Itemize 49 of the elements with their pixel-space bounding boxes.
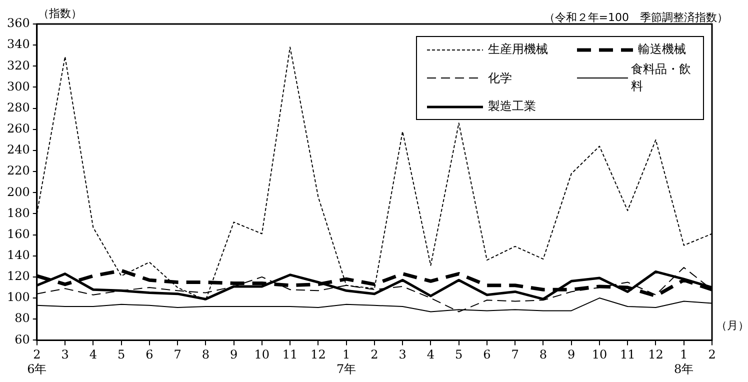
y-tick-label: 280 (7, 100, 30, 114)
x-tick-label: 9 (230, 348, 238, 362)
legend-label: 生産用機械 (488, 41, 548, 58)
x-tick-label: 1 7年 (336, 348, 356, 376)
y-tick-label: 360 (7, 16, 30, 30)
x-tick-label: 10 (592, 348, 608, 362)
y-axis-title: （指数） (38, 6, 82, 21)
y-tick-label: 220 (7, 164, 30, 178)
x-tick-label: 8 (539, 348, 548, 362)
x-axis-title: （月） (716, 318, 748, 333)
y-tick-label: 200 (7, 184, 30, 199)
x-tick-label: 4 (426, 348, 435, 362)
x-tick-label: 7 (174, 348, 182, 362)
x-tick-label: 7 (511, 348, 519, 362)
x-tick-label: 2 (708, 348, 716, 362)
x-tick-label: 2 6年 (27, 348, 47, 376)
x-tick-label: 3 (398, 348, 406, 362)
y-tick-label: 120 (7, 269, 30, 284)
x-tick-label: 12 (648, 348, 664, 362)
chart-subtitle: （令和２年=100 季節調整済指数） (544, 10, 728, 25)
legend-label: 食料品・飲料 (631, 61, 692, 95)
x-tick-label: 5 (117, 348, 126, 362)
y-tick-label: 160 (7, 226, 30, 241)
y-tick-label: 240 (7, 142, 30, 157)
y-tick-label: 80 (14, 311, 30, 326)
y-tick-label: 180 (7, 206, 30, 220)
x-tick-label: 11 (282, 348, 298, 362)
x-tick-label: 5 (455, 348, 463, 362)
x-tick-label: 2 (370, 348, 378, 362)
x-tick-label: 10 (254, 348, 270, 362)
x-tick-label: 6 (483, 348, 491, 362)
x-tick-label: 4 (89, 348, 98, 362)
y-tick-label: 320 (7, 58, 30, 72)
legend-label: 製造工業 (488, 98, 536, 115)
x-tick-label: 1 8年 (674, 348, 694, 376)
x-tick-label: 3 (61, 348, 69, 362)
y-tick-label: 300 (7, 79, 30, 94)
legend-label: 化学 (488, 70, 512, 86)
legend-label: 輸送機械 (638, 41, 686, 58)
y-tick-label: 340 (7, 37, 30, 52)
x-tick-label: 8 (202, 348, 210, 362)
x-tick-label: 12 (310, 348, 326, 362)
x-tick-label: 6 (146, 348, 154, 362)
y-tick-label: 260 (7, 122, 30, 136)
x-tick-label: 9 (568, 348, 576, 362)
y-tick-label: 60 (14, 332, 30, 346)
y-tick-label: 140 (7, 248, 30, 262)
y-tick-label: 100 (7, 290, 30, 304)
x-tick-label: 11 (620, 348, 636, 362)
